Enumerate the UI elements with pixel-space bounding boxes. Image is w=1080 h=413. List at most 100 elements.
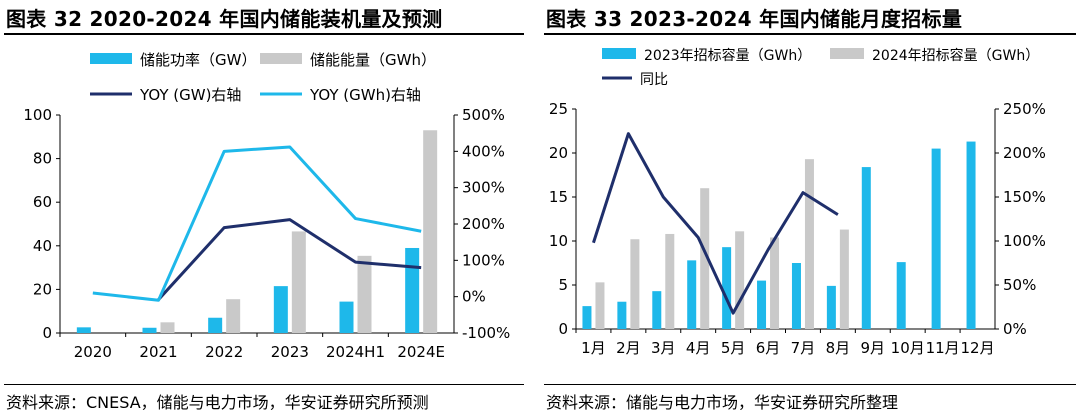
- left-bar-series1: [339, 301, 354, 333]
- right-source-rule: [544, 384, 1076, 385]
- left-x-tick-label: 2021: [139, 343, 177, 361]
- right-y-tick-label: 10: [549, 232, 568, 250]
- right-x-tick-label: 3月: [651, 339, 676, 357]
- left-y-tick-label: 0: [42, 324, 52, 342]
- left-y2-tick-label: 500%: [462, 106, 505, 124]
- left-y-tick-label: 60: [33, 193, 52, 211]
- right-y-tick-label: 20: [549, 144, 568, 162]
- right-bar-series1: [931, 148, 941, 329]
- left-bar-series2: [357, 255, 372, 333]
- right-chart-title: 图表 33 2023-2024 年国内储能月度招标量: [546, 7, 963, 31]
- right-bar-series1: [966, 141, 976, 329]
- left-y-tick-label: 40: [33, 237, 52, 255]
- left-source-note: 资料来源：CNESA，储能与电力市场，华安证券研究所预测: [6, 393, 429, 412]
- right-y2-tick-label: 0%: [1003, 320, 1027, 338]
- left-y2-tick-label: 400%: [462, 142, 505, 160]
- right-y2-tick-label: 250%: [1003, 100, 1046, 118]
- right-legend-label: 2023年招标容量（GWh）: [644, 47, 811, 64]
- left-bar-series1: [142, 327, 157, 333]
- left-legend-label: YOY (GWh)右轴: [309, 86, 421, 104]
- right-y-tick-label: 15: [549, 188, 568, 206]
- right-y-tick-label: 0: [558, 320, 568, 338]
- right-bar-series1: [826, 285, 836, 329]
- right-y2-tick-label: 100%: [1003, 232, 1046, 250]
- right-bar-series2: [804, 159, 814, 329]
- right-y-tick-label: 25: [549, 100, 568, 118]
- left-bar-series2: [291, 231, 306, 333]
- left-x-tick-label: 2023: [271, 343, 309, 361]
- left-legend-label: 储能能量（GWh）: [310, 51, 436, 69]
- right-bar-series2: [839, 229, 849, 329]
- left-x-tick-label: 2022: [205, 343, 243, 361]
- right-bar-series1: [791, 263, 801, 329]
- right-bar-series1: [896, 262, 906, 329]
- left-bar-series2: [226, 299, 241, 333]
- left-y2-tick-label: 0%: [462, 288, 486, 306]
- right-chart-panel: 图表 33 2023-2024 年国内储能月度招标量 0 5 10 15 20 25 0% 5…: [540, 0, 1080, 412]
- left-y2-tick-label: 100%: [462, 251, 505, 269]
- left-source-rule: [4, 384, 524, 385]
- left-legend-swatch: [260, 53, 302, 64]
- left-bar-series2: [160, 322, 175, 333]
- left-y-tick-label: 100: [23, 106, 52, 124]
- left-legend-swatch: [90, 53, 132, 64]
- right-x-tick-label: 11月: [926, 339, 960, 357]
- left-y2-tick-label: -100%: [462, 324, 510, 342]
- right-bar-series2: [700, 188, 710, 329]
- right-x-tick-label: 12月: [960, 339, 994, 357]
- right-y2-tick-label: 50%: [1003, 276, 1036, 294]
- left-chart-title: 图表 32 2020-2024 年国内储能装机量及预测: [6, 7, 443, 31]
- left-chart: 0 20 40 60 80 100 -100% 0% 100% 200% 300% 400% 500% 2…: [23, 51, 510, 361]
- right-bar-series2: [630, 239, 640, 329]
- right-x-tick-label: 2月: [616, 339, 641, 357]
- right-legend-label: 同比: [640, 72, 668, 88]
- left-y-tick-label: 80: [33, 150, 52, 168]
- right-x-tick-label: 4月: [686, 339, 711, 357]
- left-y2-tick-label: 200%: [462, 215, 505, 233]
- right-bar-series1: [687, 260, 697, 329]
- left-bar-series1: [273, 286, 288, 333]
- left-title-rule: [4, 33, 524, 35]
- right-bar-series2: [770, 237, 780, 329]
- left-x-tick-label: 2024E: [397, 343, 445, 361]
- right-line-series1: [592, 132, 839, 315]
- right-bar-series2: [665, 233, 675, 329]
- right-legend-label: 2024年招标容量（GWh）: [872, 47, 1039, 64]
- right-legend-swatch: [830, 48, 864, 59]
- right-x-tick-label: 6月: [756, 339, 781, 357]
- right-x-tick-label: 9月: [861, 339, 886, 357]
- right-bar-series2: [595, 282, 605, 329]
- right-bar-series1: [757, 280, 767, 329]
- right-bar-series1: [582, 306, 592, 329]
- right-x-tick-label: 7月: [791, 339, 816, 357]
- left-bar-series2: [423, 130, 438, 333]
- left-bar-series1: [208, 317, 223, 333]
- right-source-note: 资料来源：储能与电力市场，华安证券研究所整理: [546, 393, 899, 412]
- right-y-tick-label: 5: [558, 276, 568, 294]
- left-x-tick-label: 2020: [74, 343, 112, 361]
- left-line-series1: [157, 218, 422, 301]
- left-y-tick-label: 20: [33, 280, 52, 298]
- right-bar-series1: [652, 291, 662, 329]
- right-y2-tick-label: 200%: [1003, 144, 1046, 162]
- left-line-series2: [92, 145, 422, 302]
- right-y2-tick-label: 150%: [1003, 188, 1046, 206]
- left-legend-label: 储能功率（GW）: [140, 51, 256, 69]
- right-bar-series2: [735, 231, 745, 329]
- right-bar-series1: [722, 247, 732, 329]
- right-bar-series1: [861, 167, 871, 329]
- left-bar-series1: [405, 247, 420, 333]
- left-bar-series1: [76, 327, 91, 333]
- right-x-tick-label: 5月: [721, 339, 746, 357]
- left-legend-label: YOY (GW)右轴: [139, 86, 241, 104]
- left-chart-panel: 图表 32 2020-2024 年国内储能装机量及预测 0 20 40 60 80 100…: [0, 0, 528, 412]
- right-x-tick-label: 10月: [891, 339, 925, 357]
- right-title-rule: [544, 33, 1076, 35]
- right-x-tick-label: 8月: [826, 339, 851, 357]
- right-legend-swatch: [602, 48, 636, 59]
- left-x-tick-label: 2024H1: [326, 343, 385, 361]
- right-x-tick-label: 1月: [581, 339, 606, 357]
- right-bar-series1: [617, 301, 627, 329]
- left-y2-tick-label: 300%: [462, 179, 505, 197]
